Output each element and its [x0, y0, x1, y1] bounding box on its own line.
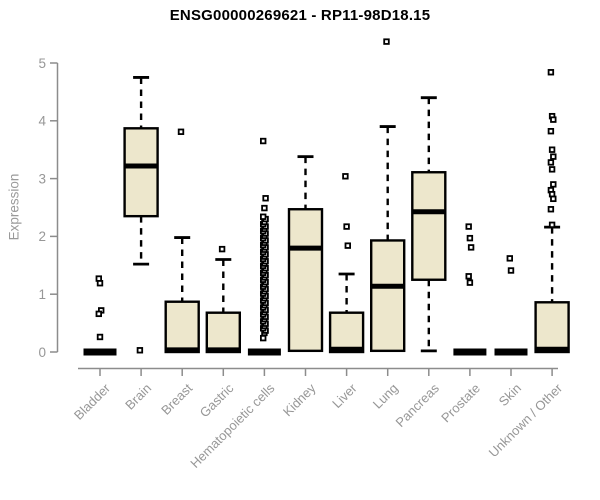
outlier-point	[177, 128, 185, 135]
boxplot-skin	[494, 255, 528, 356]
box	[123, 127, 159, 218]
outlier-point	[550, 153, 557, 160]
outlier-point	[136, 347, 144, 354]
box	[205, 311, 242, 354]
outlier-point	[344, 242, 351, 249]
outlier-point	[548, 166, 556, 173]
outlier-point	[550, 116, 557, 123]
y-tick-label: 2	[38, 229, 46, 244]
x-category-label: Breast	[158, 380, 195, 417]
outlier-point	[465, 273, 472, 280]
outlier-point	[547, 128, 555, 135]
flat-box	[83, 348, 117, 356]
outlier-point	[548, 146, 556, 153]
x-category-label: Unknown / Other	[486, 380, 566, 460]
y-tick-label: 3	[38, 171, 46, 186]
outlier-point	[259, 334, 267, 342]
box	[534, 301, 570, 354]
boxplot-prostate	[453, 223, 487, 356]
x-category-label: Prostate	[438, 381, 483, 426]
outlier-point	[259, 213, 267, 220]
outlier-point	[466, 279, 474, 286]
box	[287, 208, 324, 353]
x-category-label: Bladder	[71, 380, 114, 423]
outlier-point	[218, 245, 226, 253]
boxplot-pancreas	[411, 96, 447, 353]
outlier-point	[262, 195, 269, 202]
outlier-point	[259, 137, 267, 145]
boxplot-bladder	[83, 275, 117, 356]
outlier-point	[466, 234, 474, 242]
flat-box	[247, 348, 281, 356]
outlier-point	[383, 38, 390, 45]
outlier-point	[547, 206, 555, 213]
x-category-label: Kidney	[280, 380, 319, 419]
outlier-point	[506, 255, 513, 262]
box	[370, 239, 406, 353]
outlier-point	[507, 267, 515, 274]
flat-box	[453, 348, 487, 356]
outlier-point	[547, 69, 555, 76]
boxplot-breast	[164, 128, 200, 354]
box	[411, 171, 447, 281]
y-tick-label: 4	[38, 114, 46, 129]
x-category-label: Liver	[329, 380, 360, 411]
outlier-point	[550, 181, 557, 188]
outlier-point	[547, 159, 555, 166]
outlier-point	[261, 204, 268, 212]
y-tick-label: 5	[38, 56, 46, 71]
outlier-point	[342, 173, 349, 180]
outlier-point	[96, 333, 104, 341]
chart-title: ENSG00000269621 - RP11-98D18.15	[169, 7, 431, 24]
flat-box	[494, 348, 528, 356]
boxplot-kidney	[287, 155, 324, 353]
y-tick-label: 1	[38, 287, 46, 302]
outlier-point	[548, 221, 556, 229]
outlier-point	[95, 310, 102, 318]
outlier-point	[467, 244, 475, 251]
boxplot-lung	[370, 38, 406, 353]
x-category-label: Pancreas	[392, 380, 442, 430]
boxplot-gastric	[205, 245, 242, 354]
outlier-point	[96, 280, 104, 287]
x-category-label: Lung	[370, 381, 401, 412]
boxplot-brain	[123, 76, 159, 354]
boxplot-liver	[328, 173, 365, 354]
outlier-point	[343, 223, 350, 230]
boxplot-hematopoietic-cells	[247, 137, 281, 356]
y-tick-label: 0	[38, 345, 46, 360]
boxplot-unknown-other	[534, 69, 570, 354]
box	[328, 311, 365, 354]
outlier-point	[550, 195, 557, 203]
outlier-point	[465, 223, 472, 230]
x-category-label: Gastric	[197, 380, 237, 420]
x-category-label: Skin	[496, 381, 524, 409]
box	[164, 300, 200, 354]
x-category-label: Brain	[122, 381, 154, 413]
